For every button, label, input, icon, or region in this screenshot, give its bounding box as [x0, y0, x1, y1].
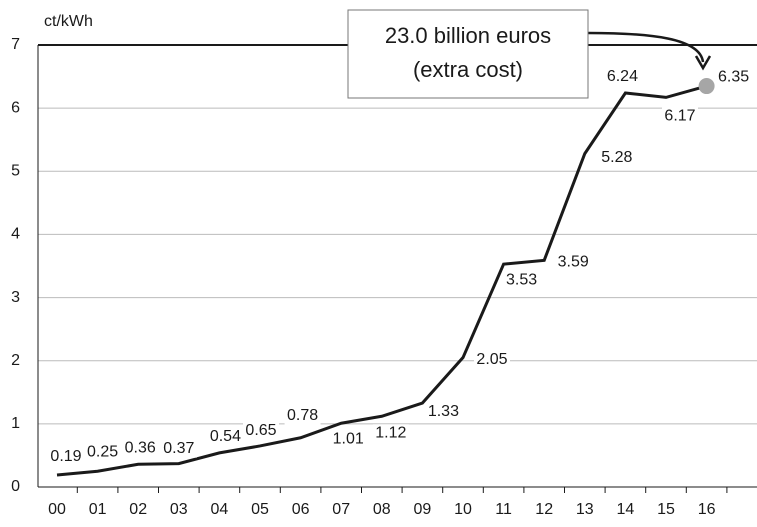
label-bg: [604, 67, 641, 86]
x-tick-label: 13: [576, 501, 594, 518]
data-label: 1.01: [333, 430, 364, 447]
y-tick-label: 7: [11, 36, 20, 53]
label-bg: [207, 427, 244, 446]
line: [56, 84, 708, 477]
label-bg: [598, 148, 635, 167]
y-tick-label: 5: [11, 163, 20, 180]
x-tick-label: 03: [170, 501, 188, 518]
label-bg: [474, 350, 510, 369]
annotation-box: [347, 9, 589, 99]
label-bg: [284, 406, 321, 425]
arrowhead: [694, 55, 712, 71]
data-label: 6.24: [607, 68, 638, 85]
x-tick-label: 02: [129, 501, 147, 518]
y-tick-label: 3: [11, 289, 20, 306]
y-axis-label: ct/kWh: [44, 13, 93, 30]
x-tick-label: 12: [535, 501, 553, 518]
label-bg: [243, 421, 279, 440]
highlight-point: [698, 78, 715, 95]
y-tick-label: 1: [11, 415, 20, 432]
y-tick-label: 4: [11, 226, 20, 243]
label-bg: [84, 443, 121, 462]
x-tick-label: 06: [292, 501, 310, 518]
label-bg: [662, 107, 698, 126]
data-label: 0.65: [245, 422, 276, 439]
label-bg: [122, 439, 159, 458]
x-tick-label: 14: [617, 501, 635, 518]
data-label: 0.37: [163, 440, 194, 457]
data-label: 0.19: [50, 448, 81, 465]
x-tick-label: 01: [89, 501, 107, 518]
y-tick-label: 6: [11, 99, 20, 116]
x-tick-label: 08: [373, 501, 391, 518]
x-tick-label: 09: [414, 501, 432, 518]
data-label: 3.53: [506, 271, 537, 288]
data-label: 2.05: [476, 351, 507, 368]
x-tick-label: 15: [657, 501, 675, 518]
data-label: 5.28: [601, 149, 632, 166]
label-bg: [555, 253, 592, 272]
label-bg: [48, 448, 84, 467]
label-bg: [372, 424, 409, 443]
data-label: 1.33: [428, 403, 459, 420]
data-label: 6.35: [718, 68, 749, 85]
x-tick-label: 05: [251, 501, 269, 518]
x-tick-label: 10: [454, 501, 472, 518]
x-tick-label: 04: [211, 501, 229, 518]
x-tick-label: 00: [48, 501, 66, 518]
data-label: 3.59: [558, 254, 589, 271]
arrow: [587, 31, 705, 63]
y-tick-label: 0: [11, 478, 20, 495]
label-bg: [425, 403, 462, 422]
label-bg: [160, 439, 197, 458]
annotation: 23.0 billion euros: [385, 23, 551, 48]
data-label: 0.25: [87, 443, 118, 460]
x-tick-label: 07: [332, 501, 350, 518]
label-bg: [503, 271, 540, 290]
annotation: (extra cost): [413, 57, 523, 82]
data-label: 0.78: [287, 407, 318, 424]
label-bg: [330, 430, 367, 449]
data-label: 0.54: [210, 428, 241, 445]
data-label: 1.12: [375, 424, 406, 441]
x-tick-label: 11: [495, 501, 512, 518]
data-label: 6.17: [664, 108, 695, 125]
label-bg: [715, 68, 752, 87]
y-tick-label: 2: [11, 352, 20, 369]
data-label: 0.36: [125, 439, 156, 456]
x-tick-label: 16: [698, 501, 716, 518]
